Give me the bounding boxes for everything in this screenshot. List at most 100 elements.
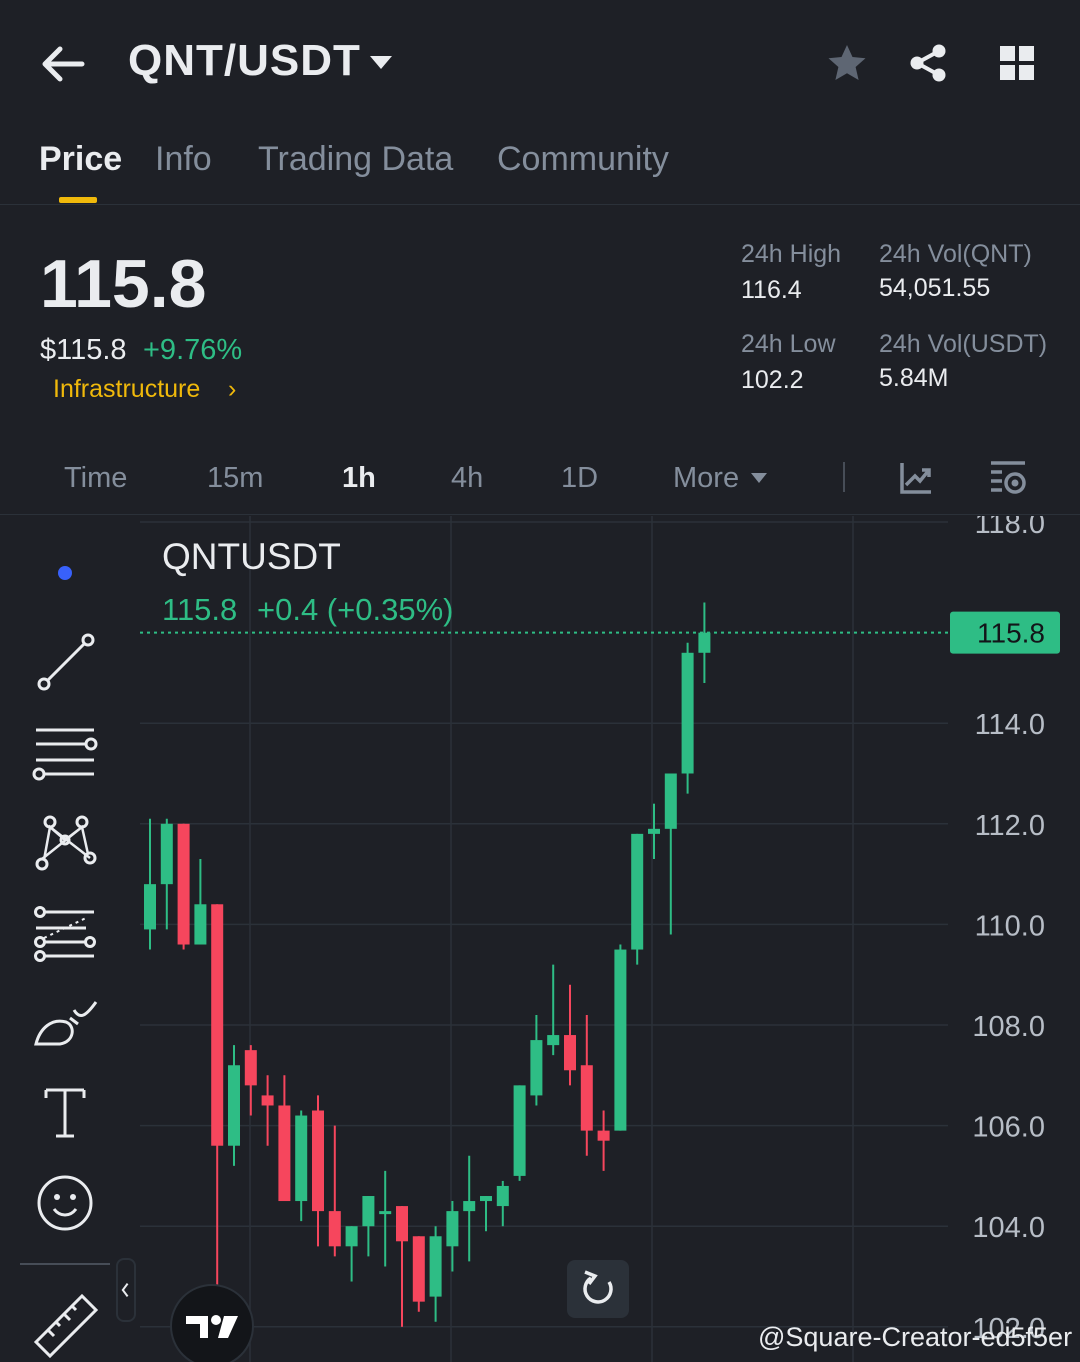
last-price: 115.8 bbox=[40, 246, 207, 322]
candle-body bbox=[480, 1196, 492, 1202]
high-value: 116.4 bbox=[741, 276, 802, 304]
candle bbox=[328, 1125, 341, 1257]
candle bbox=[480, 1196, 492, 1232]
interval-1d[interactable]: 1D bbox=[561, 462, 599, 494]
candle-body bbox=[396, 1206, 408, 1242]
candle-body bbox=[580, 1065, 593, 1131]
fib-icon[interactable] bbox=[30, 898, 100, 968]
grid-icon[interactable] bbox=[996, 42, 1038, 84]
y-tick-label: 102.0 bbox=[972, 1313, 1045, 1345]
active-dot-indicator bbox=[58, 566, 72, 580]
divider bbox=[843, 462, 845, 492]
interval-1h[interactable]: 1h bbox=[342, 462, 376, 494]
toolbar-divider bbox=[20, 1263, 110, 1265]
candle-body bbox=[228, 1065, 240, 1146]
candle-body bbox=[681, 652, 694, 774]
usd-price: $115.8 bbox=[40, 334, 127, 366]
chevron-down-icon[interactable] bbox=[368, 52, 394, 72]
candlestick-chart[interactable]: 115.8 118.0 114.0 112.0 110.0 108.0 106.0 104.… bbox=[0, 516, 1080, 1362]
interval-bar: Time 15m 1h 4h 1D More bbox=[0, 440, 1080, 515]
tab-trading-data[interactable]: Trading Data bbox=[258, 140, 454, 178]
tab-price[interactable]: Price bbox=[39, 140, 123, 178]
horizontal-lines-icon[interactable] bbox=[30, 718, 100, 788]
candle bbox=[648, 803, 660, 860]
trend-line-icon[interactable] bbox=[30, 628, 100, 698]
chart-settings-icon[interactable] bbox=[988, 458, 1028, 498]
candle bbox=[664, 773, 677, 935]
interval-4h[interactable]: 4h bbox=[451, 462, 484, 494]
candle-body bbox=[463, 1201, 476, 1212]
candle-body bbox=[379, 1211, 392, 1215]
candle bbox=[396, 1206, 408, 1327]
interval-more[interactable]: More bbox=[673, 462, 740, 494]
candle-body bbox=[648, 828, 660, 834]
candle bbox=[379, 1170, 392, 1267]
candle bbox=[429, 1226, 442, 1322]
interval-time[interactable]: Time bbox=[64, 462, 128, 494]
chevron-right-icon[interactable]: › bbox=[228, 375, 237, 403]
y-tick-label: 112.0 bbox=[975, 810, 1045, 842]
active-tab-indicator bbox=[59, 197, 97, 203]
chart-symbol: QNTUSDT bbox=[162, 536, 341, 577]
price-change-percent: +9.76% bbox=[143, 334, 243, 366]
candle-body bbox=[194, 904, 207, 945]
y-tick-label: 104.0 bbox=[972, 1212, 1045, 1244]
toolbar-collapse-button[interactable] bbox=[116, 1258, 136, 1322]
y-tick-label: 118.0 bbox=[975, 516, 1045, 540]
pattern-icon[interactable] bbox=[30, 808, 100, 878]
candle-body bbox=[295, 1115, 308, 1202]
text-icon[interactable] bbox=[30, 1078, 100, 1148]
vol-usdt-value: 5.84M bbox=[879, 364, 949, 392]
candle-body bbox=[144, 884, 156, 930]
header-bar: QNT/USDT bbox=[0, 0, 1080, 130]
tab-bar: Price Info Trading Data Community bbox=[0, 130, 1080, 205]
caret-down-icon[interactable] bbox=[750, 472, 768, 484]
candle bbox=[580, 1014, 593, 1156]
candle bbox=[362, 1196, 375, 1257]
candle bbox=[496, 1180, 509, 1227]
candle-body bbox=[513, 1085, 526, 1176]
arrow-left-icon[interactable] bbox=[40, 44, 86, 84]
candle bbox=[228, 1045, 240, 1166]
high-label: 24h High bbox=[741, 240, 842, 268]
candle-body bbox=[160, 823, 173, 885]
refresh-icon bbox=[583, 1270, 613, 1304]
candle bbox=[681, 642, 694, 794]
candle-body bbox=[614, 949, 627, 1131]
category-tag-link[interactable]: Infrastructure bbox=[53, 375, 201, 403]
candle-body bbox=[261, 1095, 274, 1106]
low-value: 102.2 bbox=[741, 366, 804, 394]
candle-body bbox=[278, 1105, 291, 1202]
candle-body bbox=[664, 773, 677, 829]
candle-body bbox=[211, 904, 224, 1146]
vol-qnt-value: 54,051.55 bbox=[879, 274, 991, 302]
y-tick-label: 110.0 bbox=[975, 910, 1045, 942]
chart-reset-button[interactable] bbox=[567, 1260, 629, 1318]
low-label: 24h Low bbox=[741, 330, 836, 358]
ruler-icon[interactable] bbox=[30, 1290, 100, 1360]
y-tick-label: 114.0 bbox=[975, 709, 1045, 741]
share-icon[interactable] bbox=[907, 42, 949, 84]
candle bbox=[530, 1014, 543, 1106]
chart-indicator-icon[interactable] bbox=[896, 458, 936, 498]
pair-title[interactable]: QNT/USDT bbox=[128, 36, 361, 85]
emoji-icon[interactable] bbox=[30, 1168, 100, 1238]
candle bbox=[244, 1045, 257, 1116]
candle-body bbox=[564, 1035, 576, 1071]
candle bbox=[312, 1095, 324, 1247]
candle-body bbox=[496, 1185, 509, 1207]
candle bbox=[278, 1075, 291, 1202]
candle bbox=[446, 1201, 459, 1272]
tab-info[interactable]: Info bbox=[155, 140, 212, 178]
candle bbox=[463, 1155, 476, 1262]
candle-body bbox=[177, 823, 190, 945]
candle bbox=[597, 1110, 610, 1171]
tradingview-logo-icon bbox=[186, 1315, 238, 1338]
brush-icon[interactable] bbox=[30, 988, 100, 1058]
candle bbox=[261, 1075, 274, 1146]
candle-body bbox=[530, 1040, 543, 1096]
interval-15m[interactable]: 15m bbox=[207, 462, 264, 494]
star-icon[interactable] bbox=[826, 42, 868, 84]
candle bbox=[614, 944, 627, 1131]
tab-community[interactable]: Community bbox=[497, 140, 669, 178]
